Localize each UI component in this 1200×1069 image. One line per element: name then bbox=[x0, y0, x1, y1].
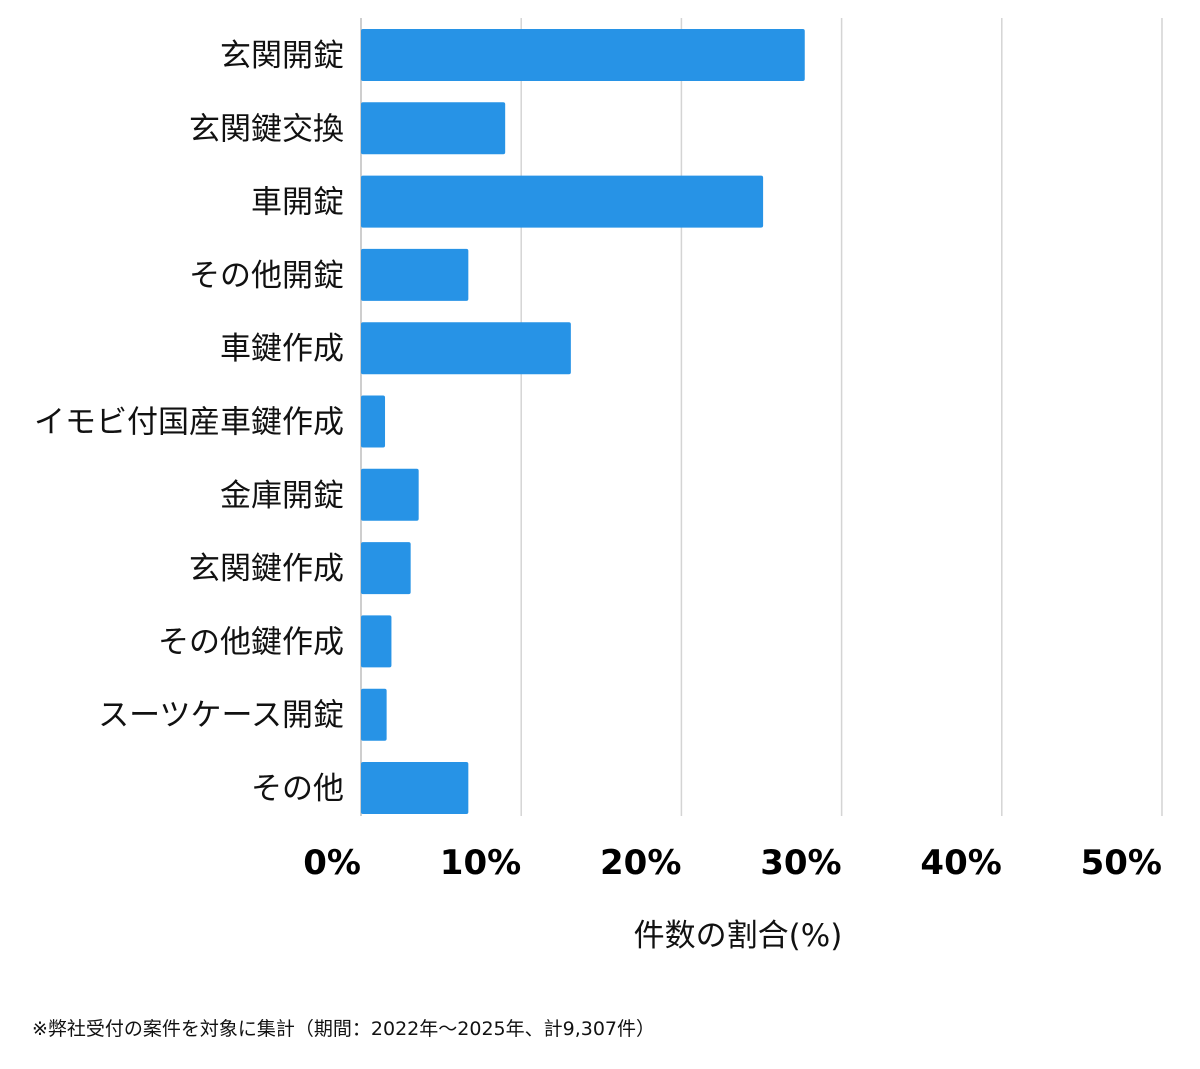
bar bbox=[361, 688, 387, 741]
category-label: その他鍵作成 bbox=[158, 624, 344, 660]
category-label: 金庫開錠 bbox=[220, 478, 344, 514]
bar bbox=[361, 175, 764, 228]
x-axis-title: 件数の割合(%) bbox=[634, 918, 843, 954]
bar-chart: 玄関開錠玄関鍵交換車開錠その他開錠車鍵作成イモビ付国産車鍵作成金庫開錠玄関鍵作成… bbox=[34, 18, 1163, 954]
x-tick-label: 10% bbox=[440, 843, 521, 883]
bar bbox=[361, 762, 469, 814]
category-label: 玄関鍵作成 bbox=[189, 551, 344, 587]
bars bbox=[361, 29, 805, 814]
bar bbox=[361, 322, 571, 375]
bar bbox=[361, 615, 392, 668]
bar bbox=[361, 29, 805, 81]
bar bbox=[361, 248, 469, 301]
bar bbox=[361, 542, 411, 595]
x-tick-labels: 0% 10% 20% 30% 40% 50% bbox=[303, 843, 1162, 883]
bar bbox=[361, 395, 386, 448]
category-label: その他 bbox=[251, 771, 344, 807]
category-label: 車鍵作成 bbox=[220, 331, 344, 367]
category-label: その他開錠 bbox=[189, 258, 344, 294]
x-tick-label: 40% bbox=[920, 843, 1001, 883]
footnote: ※弊社受付の案件を対象に集計（期間：2022年〜2025年、計9,307件） bbox=[32, 1018, 656, 1040]
bar bbox=[361, 468, 419, 521]
category-label: イモビ付国産車鍵作成 bbox=[34, 405, 344, 441]
category-label: 玄関開錠 bbox=[220, 38, 344, 74]
x-tick-label: 0% bbox=[303, 843, 361, 883]
bar bbox=[361, 102, 506, 155]
category-label: 玄関鍵交換 bbox=[189, 111, 344, 147]
x-tick-label: 30% bbox=[760, 843, 841, 883]
category-labels: 玄関開錠玄関鍵交換車開錠その他開錠車鍵作成イモビ付国産車鍵作成金庫開錠玄関鍵作成… bbox=[34, 38, 344, 807]
grid-lines bbox=[360, 18, 1163, 816]
category-label: 車開錠 bbox=[251, 185, 344, 221]
category-label: スーツケース開錠 bbox=[98, 698, 344, 734]
x-tick-label: 20% bbox=[600, 843, 681, 883]
x-tick-label: 50% bbox=[1081, 843, 1162, 883]
